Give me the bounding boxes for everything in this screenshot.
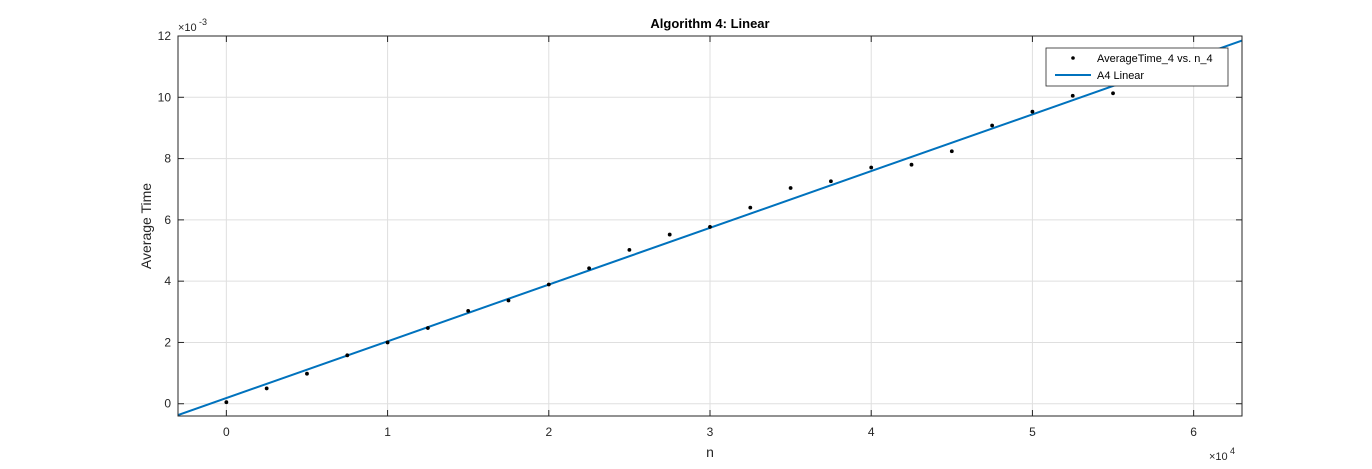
x-tick-label: 2 xyxy=(545,425,552,439)
data-point xyxy=(869,165,874,170)
legend-marker-points xyxy=(1071,56,1075,60)
legend: AverageTime_4 vs. n_4 A4 Linear xyxy=(1045,47,1229,87)
data-point xyxy=(667,232,672,237)
legend-box xyxy=(1045,47,1229,87)
y-tick-label: 2 xyxy=(164,335,171,349)
data-point xyxy=(587,266,591,271)
data-point xyxy=(264,386,269,391)
data-point xyxy=(345,353,350,358)
y-tick-label: 12 xyxy=(158,29,172,43)
y-multiplier: ×10 -3 xyxy=(178,17,207,34)
x-axis-label: n xyxy=(706,444,714,460)
y-tick-label: 0 xyxy=(164,397,171,411)
data-point xyxy=(1111,91,1115,96)
y-axis-label: Average Time xyxy=(138,183,154,269)
data-point xyxy=(224,400,229,405)
data-point xyxy=(829,179,833,184)
y-tick-label: 8 xyxy=(164,152,171,166)
data-point xyxy=(708,225,712,229)
x-tick-label: 4 xyxy=(868,425,875,439)
x-tick-label: 6 xyxy=(1190,425,1197,439)
x-multiplier-base: ×10 xyxy=(1209,451,1228,463)
data-point xyxy=(546,282,551,287)
y-tick-label: 6 xyxy=(164,213,171,227)
data-point xyxy=(748,205,753,210)
data-point xyxy=(425,326,430,330)
x-tick-label: 3 xyxy=(707,425,714,439)
data-point xyxy=(466,308,471,313)
x-tick-label: 0 xyxy=(223,425,230,439)
data-point xyxy=(990,123,995,128)
data-point xyxy=(1030,109,1035,114)
legend-label-points: AverageTime_4 vs. n_4 xyxy=(1097,53,1213,65)
x-tick-label: 1 xyxy=(384,425,391,439)
x-tick-label: 5 xyxy=(1029,425,1036,439)
data-point xyxy=(506,298,511,303)
data-point xyxy=(385,340,390,345)
x-multiplier-exponent: 4 xyxy=(1230,446,1235,456)
data-point xyxy=(1070,93,1075,98)
data-point xyxy=(909,162,914,167)
y-multiplier-base: ×10 xyxy=(178,22,197,34)
y-tick-label: 10 xyxy=(158,90,172,104)
data-point xyxy=(627,248,632,252)
data-point xyxy=(949,149,954,154)
y-multiplier-exponent: -3 xyxy=(199,17,207,27)
data-point xyxy=(788,186,793,190)
legend-label-line: A4 Linear xyxy=(1097,70,1144,82)
y-tick-label: 4 xyxy=(164,274,171,288)
plot-layer xyxy=(178,39,1242,416)
x-multiplier: ×10 4 xyxy=(1209,446,1235,463)
data-point xyxy=(305,371,309,376)
chart-title: Algorithm 4: Linear xyxy=(650,16,769,31)
